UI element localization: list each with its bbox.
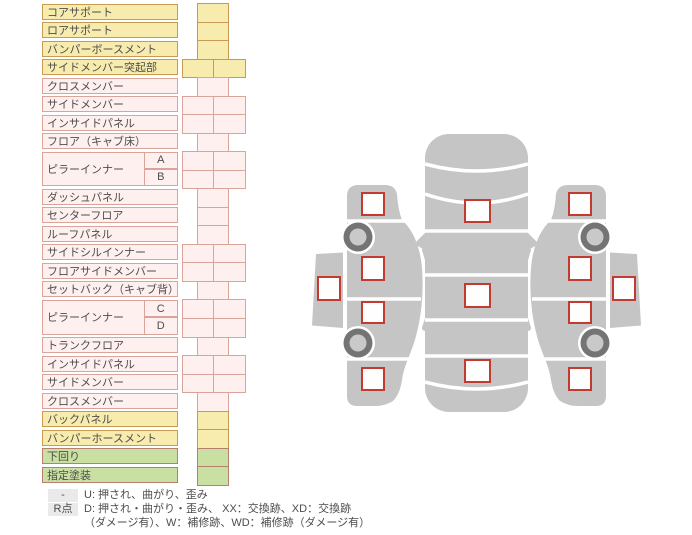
part-row-label: サイドメンバー突起部 — [42, 59, 178, 76]
part-row-label: ロアサポート — [42, 22, 178, 39]
pillar-sub-label: C — [144, 299, 178, 318]
damage-cell[interactable] — [182, 318, 214, 338]
part-row-label: 下回り — [42, 448, 178, 465]
damage-cell[interactable] — [197, 206, 229, 227]
right-front-fender-square[interactable] — [568, 192, 592, 216]
pillar-sub-label: A — [144, 151, 178, 169]
top-view-car — [414, 134, 539, 412]
damage-cell[interactable] — [182, 58, 214, 79]
damage-cell[interactable] — [213, 58, 246, 79]
part-row-label: ルーフパネル — [42, 225, 178, 242]
part-row-label: クロスメンバー — [42, 392, 178, 409]
damage-cell[interactable] — [182, 262, 214, 282]
legend-badge-dash: - — [48, 489, 78, 502]
damage-cell[interactable] — [182, 114, 214, 134]
top-front-square[interactable] — [464, 199, 491, 223]
legend: - U: 押され、曲がり、歪み R点 D: 押され・曲がり・歪み、 XX：交換跡… — [48, 489, 370, 531]
legend-row-u: - U: 押され、曲がり、歪み — [48, 489, 370, 502]
damage-cell[interactable] — [197, 280, 229, 301]
damage-cell[interactable] — [197, 429, 229, 449]
part-row-label: インサイドパネル — [42, 114, 178, 131]
damage-cell[interactable] — [197, 466, 229, 486]
part-row-label: インサイドパネル — [42, 355, 178, 372]
left-rear-door-square[interactable] — [361, 301, 385, 324]
part-row-label: センターフロア — [42, 207, 178, 224]
legend-text-d: D: 押され・曲がり・歪み、 XX：交換跡、XD：交換跡 — [84, 503, 352, 515]
pillar-sub-label: D — [144, 316, 178, 335]
damage-cell[interactable] — [213, 262, 246, 282]
damage-cell[interactable] — [197, 447, 229, 468]
damage-cell[interactable] — [182, 299, 214, 319]
damage-cell[interactable] — [197, 3, 229, 23]
part-row-label: フロアサイドメンバー — [42, 262, 178, 279]
damage-cell[interactable] — [197, 21, 229, 42]
left-side-car — [312, 185, 435, 406]
damage-cell[interactable] — [182, 355, 214, 375]
part-row-label: サイドメンバー — [42, 96, 178, 113]
pillar-sub-label: B — [144, 168, 178, 187]
right-rear-fender-square[interactable] — [568, 367, 592, 391]
damage-cell[interactable] — [213, 169, 246, 190]
damage-cell[interactable] — [213, 299, 246, 319]
damage-cell[interactable] — [197, 336, 229, 357]
damage-cell[interactable] — [197, 77, 229, 97]
left-outer-panel-square[interactable] — [317, 276, 341, 301]
part-row-label: サイドメンバー — [42, 374, 178, 391]
damage-cell[interactable] — [182, 169, 214, 190]
left-front-door-square[interactable] — [361, 256, 385, 281]
damage-cell[interactable] — [197, 392, 229, 412]
legend-badge-rpoint: R点 — [48, 503, 78, 516]
part-row-label: コアサポート — [42, 3, 178, 20]
part-row-label: セットバック（キャブ背） — [42, 281, 179, 298]
damage-cell[interactable] — [182, 95, 214, 116]
damage-cell[interactable] — [182, 243, 214, 264]
legend-row-r-cont: （ダメージ有）、W：補修跡、WD：補修跡（ダメージ有） — [48, 517, 370, 530]
legend-text-u: U: 押され、曲がり、歪み — [84, 489, 208, 501]
damage-cell[interactable] — [213, 114, 246, 134]
right-front-door-square[interactable] — [568, 256, 592, 281]
damage-cell[interactable] — [213, 243, 246, 264]
part-row-label: フロア（キャブ床） — [42, 133, 178, 150]
damage-cell[interactable] — [182, 373, 214, 394]
damage-cell[interactable] — [197, 188, 229, 208]
part-row-label: バンパーボースメント — [42, 40, 178, 57]
damage-cell[interactable] — [197, 40, 229, 60]
damage-cell[interactable] — [213, 151, 246, 171]
part-row-label: 指定塗装 — [42, 466, 178, 483]
right-outer-panel-square[interactable] — [612, 276, 636, 301]
part-row-label: クロスメンバー — [42, 77, 178, 94]
top-rear-square[interactable] — [464, 359, 491, 383]
damage-cell[interactable] — [213, 373, 246, 394]
right-rear-door-square[interactable] — [568, 301, 592, 324]
legend-badge-spacer — [48, 517, 78, 530]
left-front-fender-square[interactable] — [361, 192, 385, 216]
top-center-square[interactable] — [464, 283, 491, 308]
part-row-label: バンパーホースメント — [42, 429, 178, 446]
part-row-label: ピラーインナー — [42, 151, 145, 187]
damage-cell[interactable] — [213, 318, 246, 338]
damage-cell[interactable] — [197, 225, 229, 245]
damage-cell[interactable] — [182, 151, 214, 171]
left-rear-fender-square[interactable] — [361, 367, 385, 391]
right-mirror — [528, 233, 539, 250]
part-row-label: バックパネル — [42, 411, 178, 428]
damage-cell[interactable] — [213, 355, 246, 375]
part-row-label: トランクフロア — [42, 337, 178, 354]
left-mirror — [414, 233, 425, 250]
damage-cell[interactable] — [197, 132, 229, 153]
parts-table: コアサポート ロアサポート バンパーボースメント サイドメンバー突起部 クロスメンバーサ… — [42, 3, 278, 487]
front-wheel-icon — [341, 220, 375, 254]
part-row-label: ピラーインナー — [42, 299, 145, 335]
damage-cell[interactable] — [213, 95, 246, 116]
part-row-label: ダッシュパネル — [42, 188, 178, 205]
legend-row-r: R点 D: 押され・曲がり・歪み、 XX：交換跡、XD：交換跡 — [48, 503, 370, 516]
vehicle-diagram — [312, 134, 650, 412]
rear-wheel-icon — [341, 326, 375, 360]
damage-cell[interactable] — [197, 410, 229, 431]
legend-text-d2: （ダメージ有）、W：補修跡、WD：補修跡（ダメージ有） — [84, 517, 371, 529]
part-row-label: サイドシルインナー — [42, 244, 178, 261]
